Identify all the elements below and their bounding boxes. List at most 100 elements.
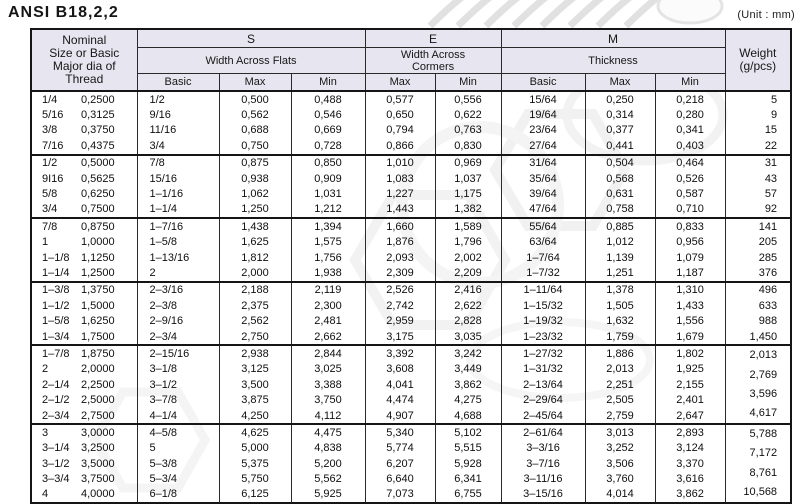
cell-nominal-dia: 3,2500 bbox=[77, 440, 138, 456]
cell-s-min: 0,909 bbox=[290, 170, 366, 187]
header-e-letter: E bbox=[364, 28, 502, 48]
cell-nominal-size: 1/2 bbox=[30, 153, 77, 171]
cell-s-basic: 2–3/4 bbox=[136, 328, 220, 346]
cell-s-max: 1,438 bbox=[218, 217, 292, 235]
cell-m-min: 0,956 bbox=[654, 234, 726, 250]
header-s-basic: Basic bbox=[136, 73, 220, 92]
cell-e-max: 3,608 bbox=[364, 361, 436, 378]
header-m-letter: M bbox=[500, 28, 726, 48]
cell-m-min: 0,464 bbox=[654, 153, 726, 171]
cell-s-min: 3,750 bbox=[290, 392, 366, 408]
cell-m-basic: 39/64 bbox=[500, 186, 586, 202]
cell-s-max: 6,125 bbox=[218, 486, 292, 504]
cell-m-min: 0,280 bbox=[654, 107, 726, 123]
cell-nominal-size: 1–1/8 bbox=[30, 249, 77, 266]
cell-s-basic: 15/16 bbox=[136, 170, 220, 187]
cell-nominal-dia: 1,7500 bbox=[77, 328, 138, 346]
cell-s-basic: 3–1/8 bbox=[136, 361, 220, 378]
cell-s-basic: 5–3/4 bbox=[136, 471, 220, 487]
cell-m-basic: 1–31/32 bbox=[500, 361, 586, 378]
cell-nominal-dia: 2,0000 bbox=[77, 361, 138, 378]
cell-weight: 376 bbox=[724, 265, 792, 282]
cell-s-min: 2,662 bbox=[290, 328, 366, 346]
cell-nominal-dia: 0,6250 bbox=[77, 186, 138, 202]
cell-m-basic: 3–15/16 bbox=[500, 486, 586, 504]
cell-m-basic: 19/64 bbox=[500, 107, 586, 123]
cell-e-max: 2,742 bbox=[364, 298, 436, 314]
table-row: 1–1/4 1,2500 2 2,000 1,938 2,309 2,209 1–7/32 1,… bbox=[30, 265, 792, 282]
cell-nominal-size: 3–1/4 bbox=[30, 440, 77, 456]
table-row: 1–3/4 1,7500 2–3/4 2,750 2,662 3,175 3,035 1–23… bbox=[30, 328, 792, 346]
cell-m-basic: 63/64 bbox=[500, 234, 586, 250]
table-row: 3/8 0,3750 11/16 0,688 0,669 0,794 0,763 23/64 0… bbox=[30, 122, 792, 139]
cell-m-max: 0,377 bbox=[584, 122, 656, 139]
unit-label: (Unit : mm) bbox=[737, 9, 795, 21]
cell-m-max: 0,441 bbox=[584, 138, 656, 155]
cell-e-max: 2,959 bbox=[364, 313, 436, 329]
cell-e-min: 5,515 bbox=[434, 440, 502, 456]
cell-m-basic: 3–11/16 bbox=[500, 471, 586, 487]
cell-weight: 205 bbox=[724, 234, 792, 250]
cell-nominal-size: 5/8 bbox=[30, 186, 77, 202]
cell-weight-group: 2,013 2,769 3,596 4,617 bbox=[724, 344, 792, 425]
cell-s-basic: 2–9/16 bbox=[136, 313, 220, 329]
cell-m-min: 1,433 bbox=[654, 298, 726, 314]
rod-cap-watermark bbox=[656, 0, 724, 25]
cell-s-min: 4,112 bbox=[290, 407, 366, 425]
cell-m-min: 0,587 bbox=[654, 186, 726, 202]
cell-m-basic: 3–7/16 bbox=[500, 455, 586, 472]
cell-weight: 5 bbox=[724, 89, 792, 108]
cell-m-basic: 35/64 bbox=[500, 170, 586, 187]
header-s-letter: S bbox=[136, 28, 366, 48]
cell-nominal-size: 7/8 bbox=[30, 217, 77, 235]
cell-e-max: 0,650 bbox=[364, 107, 436, 123]
cell-e-max: 0,794 bbox=[364, 122, 436, 139]
cell-nominal-dia: 3,5000 bbox=[77, 455, 138, 472]
table-row: 7/16 0,4375 3/4 0,750 0,728 0,866 0,830 27/64 0,… bbox=[30, 138, 792, 155]
cell-e-max: 5,340 bbox=[364, 423, 436, 441]
table-row: 1–1/2 1,5000 2–3/8 2,375 2,300 2,742 2,622 1–15… bbox=[30, 298, 792, 314]
cell-s-max: 2,188 bbox=[218, 280, 292, 299]
cell-m-max: 1,378 bbox=[584, 280, 656, 299]
cell-m-max: 3,506 bbox=[584, 455, 656, 472]
cell-s-max: 3,500 bbox=[218, 377, 292, 393]
cell-nominal-dia: 0,2500 bbox=[77, 89, 138, 108]
weight-value: 4,617 bbox=[749, 406, 778, 419]
cell-e-max: 1,010 bbox=[364, 153, 436, 171]
cell-nominal-size: 1–3/4 bbox=[30, 328, 77, 346]
header-e-label-line: Width Across bbox=[400, 48, 466, 61]
cell-s-basic: 1–5/8 bbox=[136, 234, 220, 250]
cell-s-basic: 1/2 bbox=[136, 89, 220, 108]
cell-e-min: 0,830 bbox=[434, 138, 502, 155]
cell-m-max: 0,631 bbox=[584, 186, 656, 202]
cell-e-min: 1,037 bbox=[434, 170, 502, 187]
header-e-max: Max bbox=[364, 73, 436, 92]
cell-s-basic: 2 bbox=[136, 265, 220, 282]
cell-m-basic: 1–7/64 bbox=[500, 249, 586, 266]
cell-m-max: 0,314 bbox=[584, 107, 656, 123]
header-nominal-line: Major dia of bbox=[52, 59, 116, 73]
cell-nominal-size: 2–1/2 bbox=[30, 392, 77, 408]
cell-nominal-dia: 0,3750 bbox=[77, 122, 138, 139]
table-row: 2 2,0000 3–1/8 3,125 3,025 3,608 3,449 1–31/32 2… bbox=[30, 361, 791, 378]
cell-m-max: 0,504 bbox=[584, 153, 656, 171]
table-row: 3–1/4 3,2500 5 5,000 4,838 5,774 5,515 3–3/16 3,… bbox=[30, 440, 791, 456]
cell-weight: 43 bbox=[724, 170, 792, 187]
cell-e-min: 1,175 bbox=[434, 186, 502, 202]
cell-m-min: 1,925 bbox=[654, 361, 726, 378]
cell-s-max: 4,625 bbox=[218, 423, 292, 441]
cell-nominal-size: 1–1/4 bbox=[30, 265, 77, 282]
header-weight-line: (g/pcs) bbox=[739, 59, 777, 73]
cell-weight-group: 5,788 7,172 8,761 10,568 bbox=[724, 423, 792, 504]
cell-e-max: 1,443 bbox=[364, 201, 436, 219]
cell-m-min: 0,403 bbox=[654, 138, 726, 155]
cell-nominal-dia: 2,7500 bbox=[77, 407, 138, 425]
cell-nominal-size: 1–5/8 bbox=[30, 313, 77, 329]
cell-e-max: 1,876 bbox=[364, 234, 436, 250]
cell-m-basic: 1–11/64 bbox=[500, 280, 586, 299]
cell-s-min: 1,938 bbox=[290, 265, 366, 282]
cell-nominal-dia: 0,3125 bbox=[77, 107, 138, 123]
cell-s-min: 2,481 bbox=[290, 313, 366, 329]
cell-e-min: 3,449 bbox=[434, 361, 502, 378]
